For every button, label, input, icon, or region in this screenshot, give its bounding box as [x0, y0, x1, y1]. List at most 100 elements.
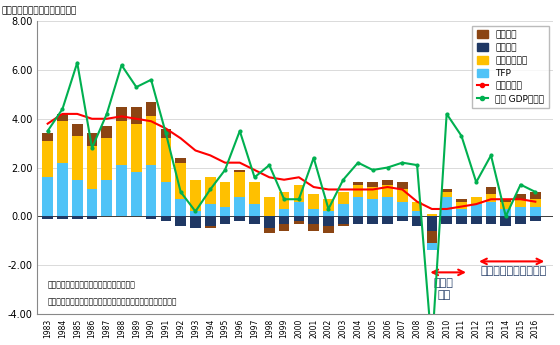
Bar [146, 216, 156, 219]
Bar [72, 124, 82, 136]
Bar [264, 228, 274, 233]
Bar [131, 172, 142, 216]
Bar [116, 121, 127, 165]
Legend: 就業者数, 労働時間, 資本ストック, TFP, 潜在成長率, 実質 GDP成長率: 就業者数, 労働時間, 資本ストック, TFP, 潜在成長率, 実質 GDP成長… [473, 26, 549, 108]
Bar [501, 216, 511, 226]
Bar [220, 207, 230, 216]
Bar [486, 202, 496, 216]
Bar [146, 165, 156, 216]
Bar [205, 177, 216, 204]
Bar [353, 216, 363, 224]
Bar [161, 129, 171, 138]
Bar [146, 102, 156, 116]
Bar [486, 187, 496, 194]
Bar [249, 182, 260, 204]
Bar [471, 204, 482, 216]
Bar [116, 165, 127, 216]
Bar [43, 177, 53, 216]
Bar [501, 209, 511, 216]
Bar [220, 216, 230, 224]
Text: 投資が
低迅: 投資が 低迅 [434, 278, 454, 300]
Bar [338, 204, 348, 216]
Bar [367, 187, 378, 199]
Bar [427, 231, 437, 243]
Bar [382, 216, 393, 224]
Bar [190, 180, 201, 211]
Bar [530, 199, 540, 207]
Bar [43, 216, 53, 219]
Bar [427, 214, 437, 216]
Bar [441, 192, 452, 197]
Bar [427, 216, 437, 231]
Bar [382, 180, 393, 185]
Bar [309, 216, 319, 224]
Bar [412, 216, 422, 226]
Bar [471, 197, 482, 204]
Bar [515, 199, 526, 207]
Bar [456, 216, 466, 224]
Bar [412, 211, 422, 216]
Bar [175, 162, 186, 199]
Bar [72, 216, 82, 219]
Bar [338, 192, 348, 204]
Bar [293, 185, 304, 202]
Bar [441, 197, 452, 216]
Bar [264, 216, 274, 228]
Bar [87, 146, 97, 189]
Bar [456, 199, 466, 202]
Bar [101, 126, 112, 138]
Bar [427, 243, 437, 250]
Bar [530, 207, 540, 216]
Bar [190, 211, 201, 216]
Bar [190, 216, 201, 228]
Bar [353, 185, 363, 197]
Bar [353, 182, 363, 185]
Bar [293, 221, 304, 224]
Bar [323, 211, 334, 216]
Bar [515, 216, 526, 224]
Bar [515, 207, 526, 216]
Bar [146, 116, 156, 165]
Bar [249, 216, 260, 224]
Bar [161, 216, 171, 221]
Bar [116, 107, 127, 121]
Bar [87, 216, 97, 219]
Bar [456, 209, 466, 216]
Bar [382, 185, 393, 197]
Bar [501, 199, 511, 202]
Bar [353, 197, 363, 216]
Bar [486, 216, 496, 224]
Bar [205, 216, 216, 226]
Bar [279, 192, 290, 209]
Bar [131, 107, 142, 124]
Bar [279, 224, 290, 231]
Text: 単位（前年度比、寄与度、％）: 単位（前年度比、寄与度、％） [1, 7, 77, 16]
Bar [367, 182, 378, 187]
Bar [235, 216, 245, 221]
Bar [175, 158, 186, 162]
Bar [161, 182, 171, 216]
Bar [175, 199, 186, 216]
Bar [515, 194, 526, 199]
Bar [323, 199, 334, 211]
Bar [175, 216, 186, 226]
Bar [323, 226, 334, 233]
Bar [367, 199, 378, 216]
Bar [530, 192, 540, 199]
Bar [338, 216, 348, 224]
Bar [279, 209, 290, 216]
Bar [57, 121, 68, 162]
Bar [235, 170, 245, 172]
Bar [309, 194, 319, 209]
Bar [279, 216, 290, 224]
Bar [264, 197, 274, 216]
Bar [249, 204, 260, 216]
Bar [471, 216, 482, 224]
Bar [293, 216, 304, 221]
Bar [205, 226, 216, 228]
Bar [338, 224, 348, 226]
Bar [161, 138, 171, 182]
Bar [441, 216, 452, 224]
Bar [501, 202, 511, 209]
Bar [72, 136, 82, 180]
